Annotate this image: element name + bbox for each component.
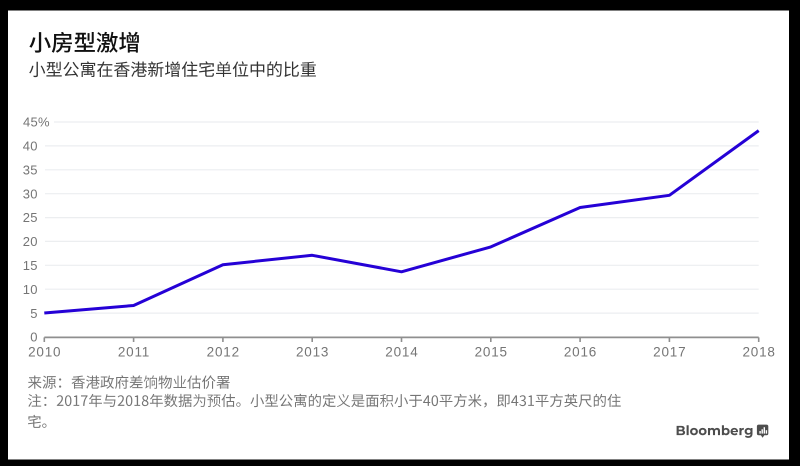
svg-text:30: 30 — [23, 186, 38, 201]
svg-text:2018: 2018 — [742, 344, 775, 359]
svg-text:35: 35 — [23, 163, 38, 178]
svg-text:2011: 2011 — [118, 344, 150, 359]
svg-text:15: 15 — [23, 258, 38, 273]
svg-text:5: 5 — [30, 306, 38, 321]
svg-text:2010: 2010 — [28, 344, 61, 359]
svg-text:2013: 2013 — [296, 344, 329, 359]
svg-text:40: 40 — [23, 139, 38, 154]
svg-text:20: 20 — [23, 234, 38, 249]
svg-text:10: 10 — [23, 282, 38, 297]
svg-text:2017: 2017 — [653, 344, 686, 359]
svg-text:25: 25 — [23, 210, 38, 225]
svg-text:2014: 2014 — [385, 344, 418, 359]
svg-text:45%: 45% — [23, 115, 50, 130]
svg-text:0: 0 — [30, 330, 38, 345]
svg-text:2015: 2015 — [475, 344, 508, 359]
svg-text:2012: 2012 — [207, 344, 240, 359]
svg-text:2016: 2016 — [564, 344, 597, 359]
